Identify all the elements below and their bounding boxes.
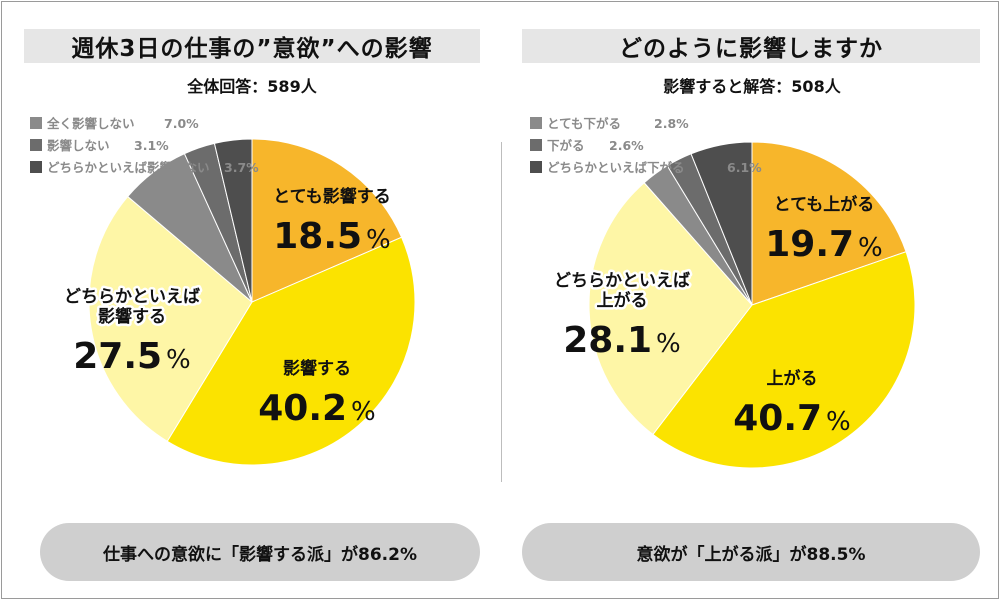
right-legend-pct-2: 2.6% [609,138,644,153]
right-summary-pill: 意欲が「上がる派」が88.5% [522,523,980,581]
left-respondent-count: 全体回答：589人 [187,77,317,96]
left-slice-label-3: 影響する [98,306,166,327]
right-legend-swatch-3 [530,161,542,173]
left-slice-value-1: 18.5% [273,216,391,257]
right-legend-swatch-1 [530,117,542,129]
left-legend-pct-2: 3.1% [134,138,169,153]
right-slice-value-3: 28.1% [563,320,681,361]
left-legend-swatch-2 [30,139,42,151]
right-slice-label-1: とても上がる [774,194,875,215]
right-legend-swatch-2 [530,139,542,151]
left-legend-label-1: 全く影響しない [46,116,135,131]
left-slice-6 [213,138,253,303]
left-slice-1 [251,138,403,303]
left-legend-swatch-1 [30,117,42,129]
left-legend-pct-3: 3.7% [224,160,259,175]
left-slice-value-3: 27.5% [73,336,191,377]
left-slice-3 [88,195,253,442]
right-respondent-count: 影響すると解答：508人 [663,77,841,96]
left-slice-value-2: 40.2% [258,388,376,429]
right-slice-3 [588,182,753,436]
right-slice-6 [690,141,753,306]
right-slice-label-3: 上がる [597,290,648,311]
right-legend-label-2: 下がる [547,138,585,153]
right-legend-pct-1: 2.8% [654,116,689,131]
right-slice-label-2: 上がる [767,368,818,389]
right-slice-2 [652,251,916,469]
left-slice-label-2: 影響する [283,358,351,379]
left-slice-2 [166,236,416,466]
right-slice-value-2: 40.7% [733,398,851,439]
right-slice-1 [751,141,907,306]
right-legend-pct-3: 6.1% [727,160,762,175]
left-legend-label-3: どちらかといえば影響しない [47,160,210,175]
right-slice-label-3: どちらかといえば [554,271,690,291]
left-summary-pill: 仕事への意欲に「影響する派」が86.2% [40,523,480,581]
left-slice-label-3: どちらかといえば [64,287,200,307]
panel-divider [501,142,502,482]
left-legend-swatch-3 [30,161,42,173]
left-legend-label-2: 影響しない [47,138,110,153]
right-panel-title: どのように影響しますか [522,29,980,63]
right-slice-value-1: 19.7% [765,224,883,265]
right-legend-label-3: どちらかといえば下がる [547,160,685,175]
left-slice-label-1: とても影響する [273,186,391,207]
left-legend-pct-1: 7.0% [164,116,199,131]
right-legend-label-1: とても下がる [547,116,621,131]
left-panel-title: 週休3日の仕事の”意欲”への影響 [24,29,480,63]
